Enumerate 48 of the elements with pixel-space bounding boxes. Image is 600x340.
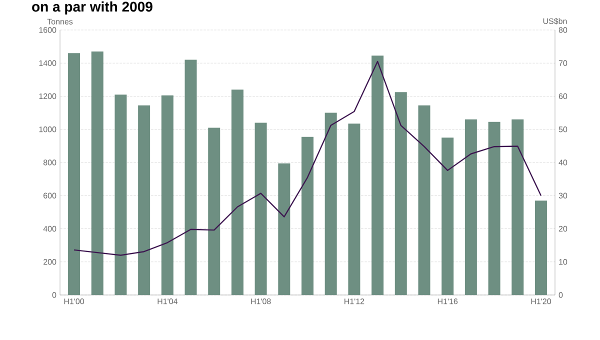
y2-tick-label: 20 [558, 226, 568, 232]
y-tick-label: 1400 [39, 60, 56, 66]
x-tick-label: H1'16 [438, 298, 458, 304]
x-tick-label: H1'00 [64, 298, 84, 304]
x-tick-label: H1'12 [344, 298, 364, 304]
y2-tick-label: 30 [558, 192, 568, 198]
bar [372, 56, 384, 295]
y-tick-label: 1000 [39, 126, 56, 132]
bar [464, 119, 477, 295]
y2-tick-label: 70 [558, 60, 568, 66]
bar [161, 95, 174, 295]
bar [512, 119, 524, 295]
chart-title: on a par with 2009 [32, 1, 152, 14]
y2-tick-label: 10 [559, 259, 568, 265]
y2-tick-label: 60 [558, 93, 568, 100]
bar [394, 92, 407, 295]
y-tick-label: 400 [43, 226, 56, 232]
bar [348, 124, 360, 295]
y2-tick-label: 80 [558, 27, 568, 33]
y-tick-label: 200 [44, 259, 56, 265]
bar [418, 105, 430, 295]
bar [254, 122, 267, 295]
y-tick-label: 1600 [39, 27, 56, 33]
y-axis-title: Tonnes [47, 18, 73, 24]
x-tick-label: H1'04 [158, 298, 178, 304]
y-tick-label: 600 [44, 192, 56, 198]
y-tick-label: 0 [52, 292, 56, 298]
bar [488, 122, 500, 295]
y2-axis-title: US$bn [543, 18, 567, 24]
bar [324, 112, 337, 295]
bar [68, 53, 80, 295]
bar [184, 60, 197, 295]
y2-tick-label: 0 [558, 292, 563, 298]
x-tick-label: H1'08 [251, 298, 271, 304]
y-tick-label: 1200 [39, 93, 56, 100]
bar [534, 200, 547, 295]
bar [231, 90, 244, 295]
y2-tick-label: 40 [558, 160, 568, 166]
bar [138, 105, 150, 295]
y-tick-label: 800 [43, 160, 56, 166]
bar [208, 128, 220, 295]
y2-tick-label: 50 [558, 126, 568, 132]
bar [442, 138, 454, 295]
bar [114, 94, 127, 295]
x-tick-label: H1'20 [531, 298, 551, 304]
bar [91, 52, 104, 295]
bar [278, 163, 290, 295]
bar [302, 136, 314, 295]
